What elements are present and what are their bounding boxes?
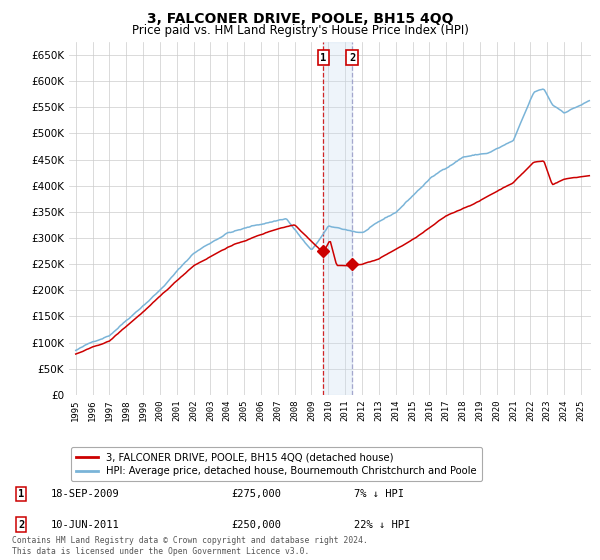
Text: 22% ↓ HPI: 22% ↓ HPI xyxy=(354,520,410,530)
Text: 18-SEP-2009: 18-SEP-2009 xyxy=(51,489,120,499)
Text: £250,000: £250,000 xyxy=(231,520,281,530)
Text: 2: 2 xyxy=(349,53,355,63)
Text: 1: 1 xyxy=(18,489,24,499)
Legend: 3, FALCONER DRIVE, POOLE, BH15 4QQ (detached house), HPI: Average price, detache: 3, FALCONER DRIVE, POOLE, BH15 4QQ (deta… xyxy=(71,447,482,482)
Text: £275,000: £275,000 xyxy=(231,489,281,499)
Text: 3, FALCONER DRIVE, POOLE, BH15 4QQ: 3, FALCONER DRIVE, POOLE, BH15 4QQ xyxy=(147,12,453,26)
Text: Contains HM Land Registry data © Crown copyright and database right 2024.
This d: Contains HM Land Registry data © Crown c… xyxy=(12,536,368,556)
Text: 10-JUN-2011: 10-JUN-2011 xyxy=(51,520,120,530)
Text: 7% ↓ HPI: 7% ↓ HPI xyxy=(354,489,404,499)
Bar xyxy=(323,42,352,395)
Text: 1: 1 xyxy=(320,53,326,63)
Text: Price paid vs. HM Land Registry's House Price Index (HPI): Price paid vs. HM Land Registry's House … xyxy=(131,24,469,36)
Text: 2: 2 xyxy=(18,520,24,530)
